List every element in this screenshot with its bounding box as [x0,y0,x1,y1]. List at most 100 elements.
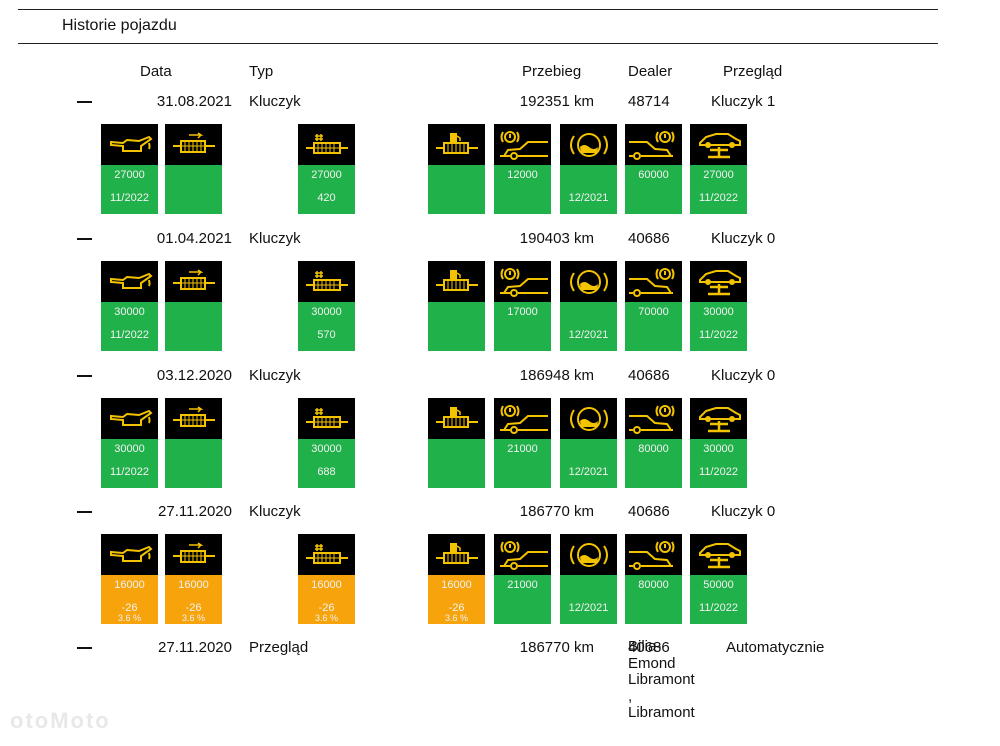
service-tile[interactable]: 30000 11/2022 [690,398,747,488]
entry-dealer: 40686 [628,503,670,520]
tile-due: 12/2021 [568,466,609,478]
service-tile[interactable] [428,261,485,351]
column-header-type: Typ [249,63,274,80]
tile-due: -26 [318,602,335,614]
tile-interval: 21000 [507,579,538,591]
service-tile[interactable]: 30000 11/2022 [690,261,747,351]
service-tile[interactable]: 27000 11/2022 [690,124,747,214]
service-tile[interactable]: 12/2021 [560,534,617,624]
entry-mileage: 186770 km [519,503,594,520]
exhaust-filter-icon [298,124,355,165]
tile-status-green: 30000 688 [298,439,355,488]
service-tile[interactable]: 30000 11/2022 [101,398,158,488]
fuel-filter-icon [428,261,485,302]
service-tile[interactable] [165,124,222,214]
service-tile[interactable]: 30000 570 [298,261,355,351]
collapse-toggle[interactable] [77,238,92,240]
tile-due: 570 [317,329,336,341]
entry-date: 27.11.2020 [158,639,232,656]
oil-can-icon [101,534,158,575]
collapse-toggle[interactable] [77,511,92,513]
service-tile[interactable] [428,398,485,488]
service-tile[interactable]: 17000 [494,261,551,351]
service-tile[interactable]: 80000 [625,534,682,624]
brake-warning-car-icon [494,261,551,302]
service-tile[interactable] [165,398,222,488]
rear-brake-icon [625,261,682,302]
service-tile[interactable]: 12/2021 [560,261,617,351]
service-tile[interactable]: 30000 11/2022 [101,261,158,351]
tile-interval: 30000 [311,443,342,455]
service-tile[interactable]: 70000 [625,261,682,351]
tile-status-green: 27000 420 [298,165,355,214]
service-tile[interactable]: 12000 [494,124,551,214]
service-tile[interactable]: 16000 -26 3.6 % [298,534,355,624]
tile-due: -26 [448,602,465,614]
tile-interval: 50000 [703,579,734,591]
tile-status-green: 12/2021 [560,165,617,214]
tile-interval: 16000 [114,579,145,591]
tile-status-green [165,439,222,488]
service-tile[interactable]: 80000 [625,398,682,488]
tile-status-green: 12/2021 [560,439,617,488]
title-rule [18,43,938,44]
tile-percent: 3.6 % [314,613,338,623]
brake-fluid-icon [560,534,617,575]
tile-status-green: 12/2021 [560,302,617,351]
service-tile[interactable]: 16000 -26 3.6 % [428,534,485,624]
tile-interval: 30000 [114,306,145,318]
tile-due: 11/2022 [110,192,149,204]
column-header-inspection: Przegląd [723,63,783,80]
collapse-toggle[interactable] [77,647,92,649]
service-tile[interactable]: 16000 -26 3.6 % [165,534,222,624]
service-tile[interactable]: 16000 -26 3.6 % [101,534,158,624]
service-tile[interactable]: 12/2021 [560,398,617,488]
section-title: Historie pojazdu [62,17,177,34]
dealer-line: Libramont [628,671,695,688]
dealer-line: Emond [628,654,676,672]
entry-dealer: 40686 [628,367,670,384]
tile-status-green: 30000 11/2022 [101,439,158,488]
brake-fluid-icon [560,124,617,165]
entry-dealer: 48714 [628,93,670,110]
tile-interval: 30000 [311,306,342,318]
fuel-filter-icon [428,534,485,575]
tile-due: 11/2022 [699,602,738,614]
collapse-toggle[interactable] [77,101,92,103]
service-tile[interactable] [428,124,485,214]
tile-status-green: 30000 11/2022 [690,439,747,488]
entry-dealer: 40686 [628,639,670,656]
tile-status-orange: 16000 -26 3.6 % [165,575,222,624]
service-tile[interactable]: 27000 11/2022 [101,124,158,214]
tile-percent: 3.6 % [181,613,205,623]
oil-can-icon [101,124,158,165]
service-tile[interactable]: 12/2021 [560,124,617,214]
tile-interval: 17000 [507,306,538,318]
tile-status-orange: 16000 -26 3.6 % [101,575,158,624]
entry-type: Kluczyk [249,230,301,247]
service-tile[interactable]: 30000 688 [298,398,355,488]
collapse-toggle[interactable] [77,375,92,377]
entry-type: Kluczyk [249,93,301,110]
dealer-name-lines: Bilia- Emond Libramont , Libramont [628,638,695,722]
entry-inspection: Kluczyk 0 [711,503,776,520]
service-tile[interactable]: 21000 [494,398,551,488]
tile-interval: 21000 [507,443,538,455]
tile-status-green [165,302,222,351]
service-tile[interactable]: 50000 11/2022 [690,534,747,624]
tile-due: 688 [317,466,336,478]
service-tile[interactable]: 21000 [494,534,551,624]
tile-status-green: 21000 [494,439,551,488]
tile-due: 12/2021 [568,329,609,341]
oil-can-icon [101,261,158,302]
entry-inspection: Kluczyk 0 [711,230,776,247]
tile-interval: 30000 [114,443,145,455]
rear-brake-icon [625,534,682,575]
service-tile[interactable]: 27000 420 [298,124,355,214]
service-tile[interactable]: 60000 [625,124,682,214]
tile-status-orange: 16000 -26 3.6 % [428,575,485,624]
entry-date: 31.08.2021 [156,93,232,110]
service-tile[interactable] [165,261,222,351]
watermark-logo: otoMoto [10,708,111,733]
entry-type: Przegląd [249,639,309,656]
